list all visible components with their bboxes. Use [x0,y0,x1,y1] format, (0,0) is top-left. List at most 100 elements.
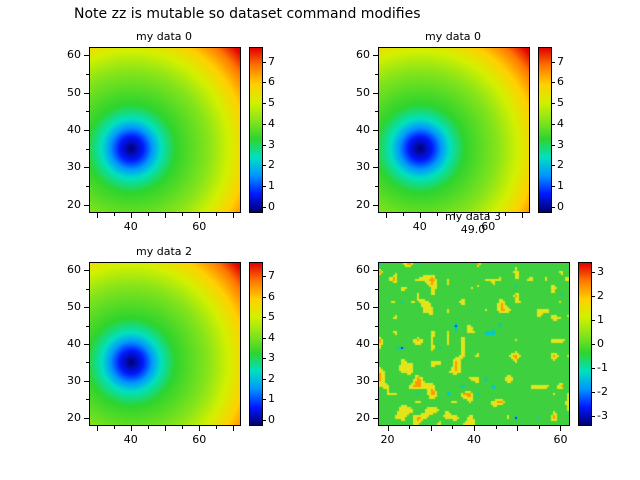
y-tick-label: 60 [356,48,370,62]
x-tick-mark [96,426,98,431]
x-tick-mark [538,426,540,429]
y-tick-mark [84,417,89,419]
plot-title-3: my data 3 [445,210,501,223]
y-tick-mark [84,270,89,272]
x-tick-mark [182,426,184,429]
y-tick-mark [373,55,378,57]
x-tick-mark [402,213,404,216]
x-tick-mark [165,213,166,218]
y-tick-label: 40 [356,123,370,136]
colorbar-tick-label: -3 [597,409,608,423]
colorbar-tick-mark [552,186,555,188]
colorbar-tick-label: 6 [268,75,275,89]
colorbar-tick-mark [592,392,595,394]
y-tick-label: 50 [67,300,81,314]
y-tick-mark [373,380,378,382]
colorbar-tick-label: 3 [268,351,275,365]
plot-title-2: my data 2 [136,245,192,258]
x-tick-mark [560,426,562,431]
y-tick-mark [84,344,89,345]
colorbar-tick-mark [263,123,266,125]
colorbar-tick-label: 3 [597,264,604,278]
y-tick-mark [86,399,89,401]
plot-title-1: my data 0 [425,30,481,43]
colorbar-tick-label: 7 [268,269,275,283]
colorbar-tick-label: 2 [597,288,604,302]
x-tick-mark [471,213,473,216]
y-tick-mark [84,92,89,94]
colorbar-2 [249,262,263,426]
y-tick-mark [373,270,378,272]
x-tick-mark [385,213,387,218]
y-tick-mark [375,111,378,113]
x-tick-mark [130,426,132,431]
colorbar-tick-label: 7 [557,54,564,68]
y-tick-mark [373,344,378,345]
x-tick-label: 20 [380,433,395,446]
colorbar-tick-label: 5 [557,96,564,110]
colorbar-tick-label: 0 [597,337,604,350]
y-tick-label: 40 [356,337,370,350]
colorbar-tick-label: 1 [557,179,564,193]
colorbar-tick-label: 2 [557,158,564,172]
y-tick-mark [373,130,378,131]
x-tick-mark [522,213,524,218]
y-tick-mark [86,288,89,290]
y-tick-mark [86,362,89,364]
x-tick-mark [147,426,149,429]
x-tick-mark [387,426,389,431]
colorbar-tick-label: 5 [268,96,275,110]
x-tick-mark [233,426,235,431]
y-tick-mark [373,204,378,206]
y-tick-label: 20 [67,197,81,211]
y-tick-label: 60 [356,263,370,277]
y-tick-label: 20 [67,410,81,424]
y-tick-mark [375,399,378,401]
colorbar-tick-mark [592,368,595,370]
colorbar-tick-label: 0 [268,199,275,213]
colorbar-tick-label: 0 [557,199,564,213]
y-tick-mark [86,186,89,188]
x-tick-label: 60 [553,433,568,446]
y-tick-mark [375,148,378,150]
colorbar-tick-mark [263,103,266,105]
colorbar-tick-mark [263,419,266,421]
y-tick-label: 30 [356,160,370,174]
colorbar-tick-mark [552,82,555,84]
heatmap-image-1 [379,48,529,212]
colorbar-tick-mark [552,103,555,105]
colorbar-tick-label: 0 [268,412,275,426]
y-tick-mark [373,307,378,309]
x-tick-mark [505,213,507,216]
x-tick-mark [474,426,475,431]
colorbar-1 [538,47,552,213]
noise-heatmap-image-3 [379,263,569,425]
x-tick-mark [199,426,201,431]
y-tick-label: 50 [356,85,370,99]
x-tick-mark [182,213,184,216]
y-tick-mark [375,186,378,188]
figure-title: Note zz is mutable so dataset command mo… [74,6,421,22]
colorbar-tick-mark [592,344,595,345]
y-tick-mark [86,148,89,150]
x-tick-mark [165,426,166,431]
y-tick-label: 40 [67,337,81,350]
y-tick-mark [86,73,89,75]
colorbar-tick-mark [592,271,595,273]
x-tick-mark [96,213,98,218]
x-tick-label: 60 [481,220,496,233]
colorbar-tick-mark [552,206,555,208]
heatmap-plot-3 [378,262,570,426]
y-tick-label: 60 [67,48,81,62]
colorbar-tick-mark [263,186,266,188]
heatmap-plot-1 [378,47,530,213]
colorbar-tick-mark [592,416,595,418]
plot-title-block-3: my data 3 49.0 [378,210,568,236]
colorbar-tick-mark [592,295,595,297]
x-tick-mark [419,213,421,218]
plot-subtitle-3: 49.0 [460,223,486,236]
colorbar-tick-label: 4 [268,116,275,130]
colorbar-tick-mark [552,61,555,63]
x-tick-mark [113,426,115,429]
